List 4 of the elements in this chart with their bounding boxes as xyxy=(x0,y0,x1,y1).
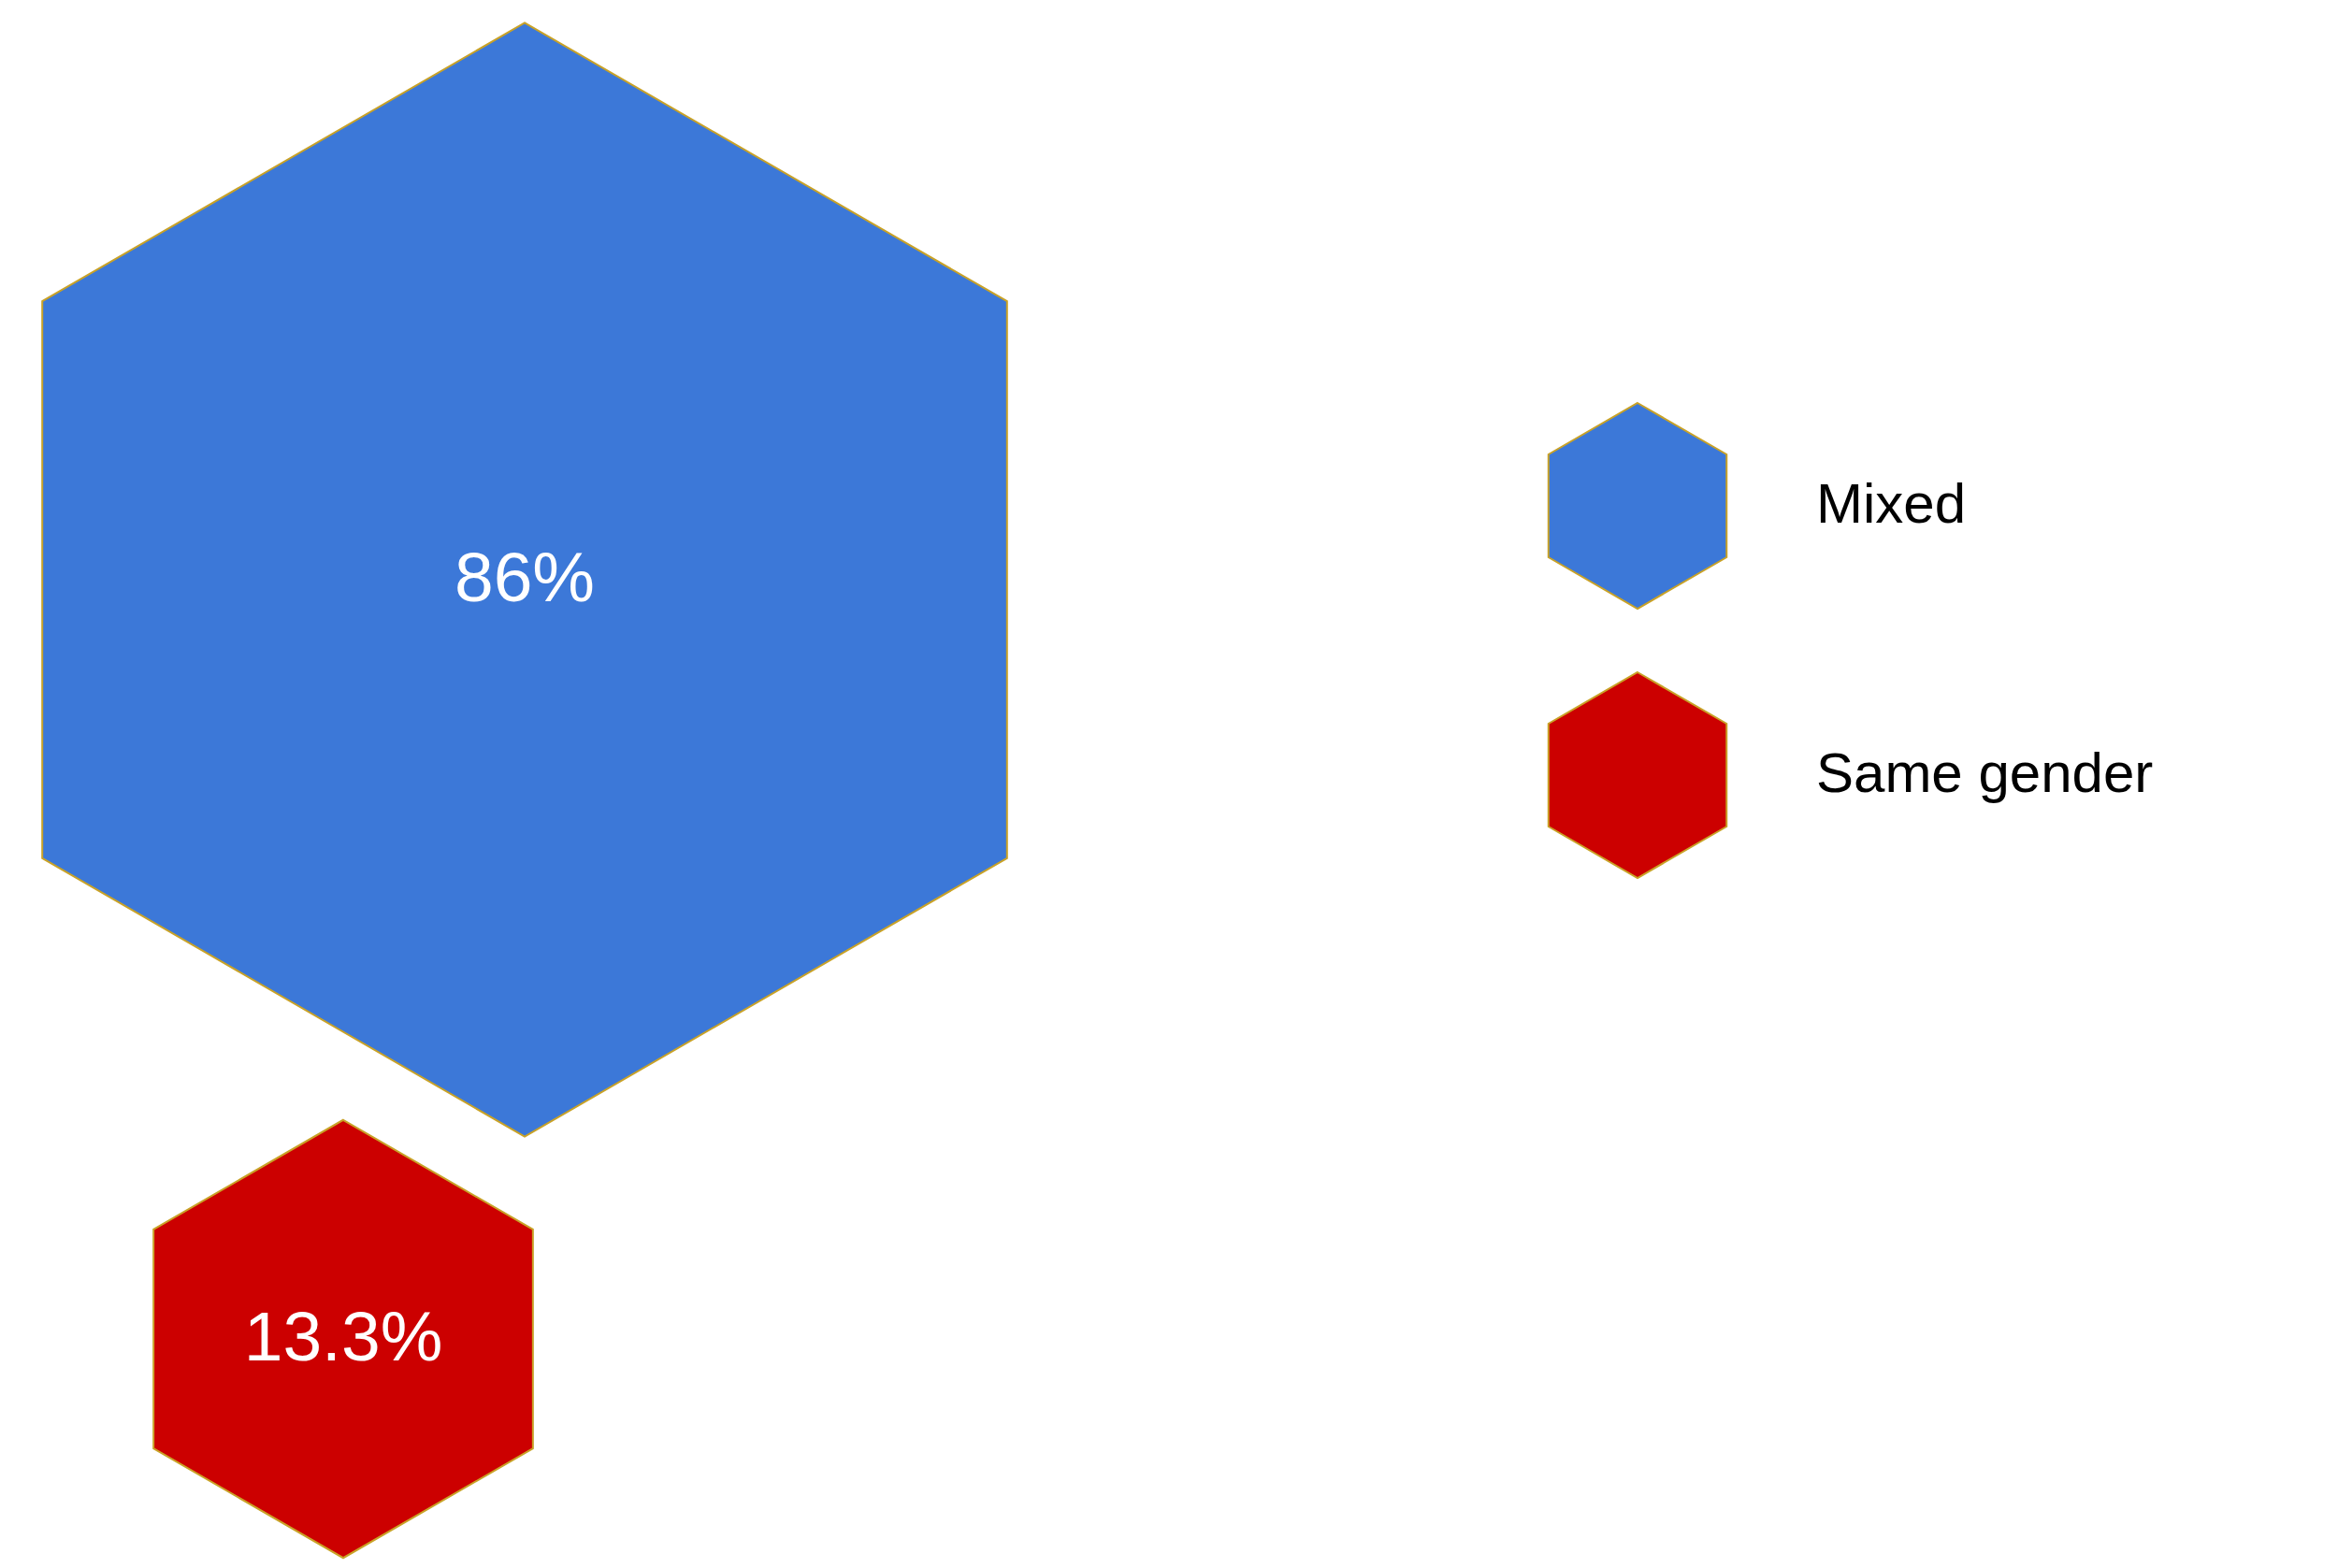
category-label: Mixed xyxy=(1816,472,1967,535)
data-label: 86% xyxy=(454,538,596,616)
category-label: Same gender xyxy=(1816,741,2154,804)
data-label: 13.3% xyxy=(243,1297,443,1375)
